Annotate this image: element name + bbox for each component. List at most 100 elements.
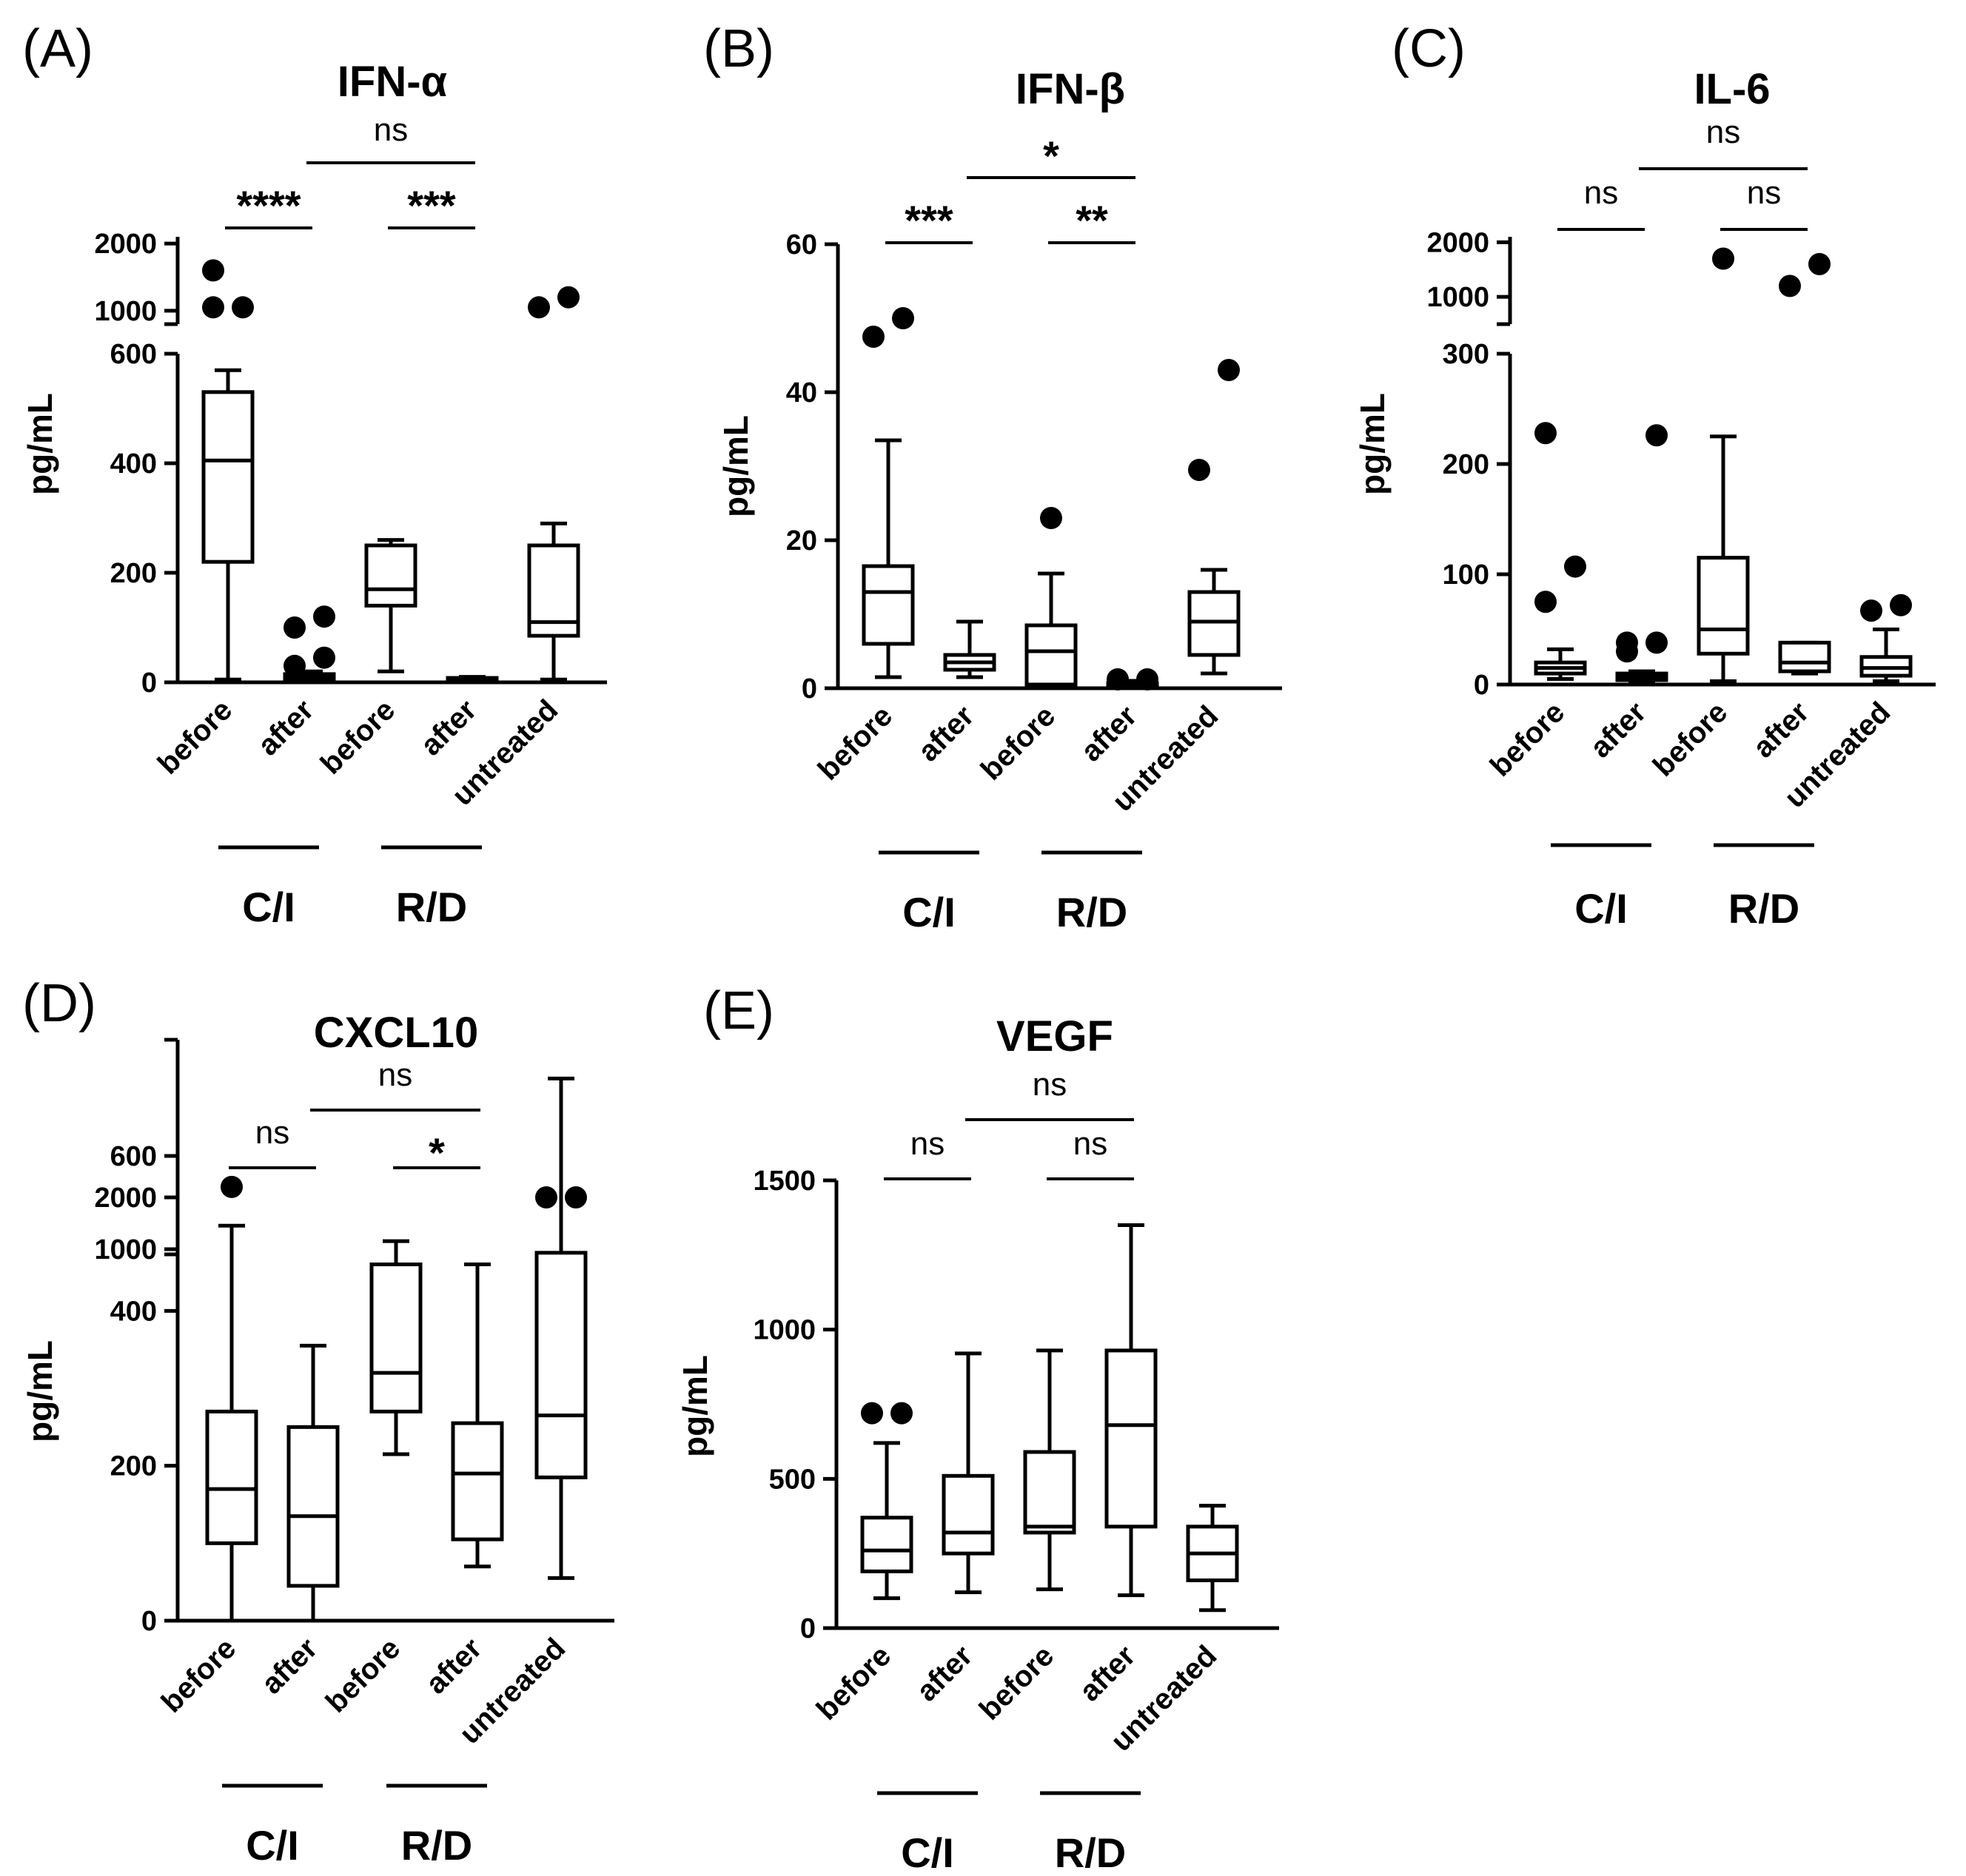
chart-title: IFN-β <box>1016 65 1125 113</box>
outlier-point <box>1534 422 1557 445</box>
group-label: R/D <box>396 884 467 930</box>
box-iqr <box>862 564 915 646</box>
significance-label: ** <box>1076 197 1108 243</box>
x-category-label: after <box>1075 699 1143 767</box>
significance-label: ns <box>1584 175 1618 211</box>
box-iqr <box>286 1425 340 1588</box>
outlier-point <box>1136 668 1158 690</box>
group-label: C/I <box>901 1829 954 1876</box>
y-axis-label: pg/mL <box>21 1340 59 1442</box>
box-iqr <box>1024 623 1078 687</box>
significance-label: *** <box>407 182 456 229</box>
y-tick-label: 1000 <box>753 1315 816 1346</box>
box-4 <box>1186 1504 1239 1613</box>
outlier-point <box>890 1402 913 1425</box>
box-0 <box>862 438 915 679</box>
box-0 <box>860 1441 913 1601</box>
box-0 <box>205 1223 258 1623</box>
significance-label: ns <box>378 1057 412 1093</box>
y-tick-label: 2000 <box>94 229 157 260</box>
y-tick-label: 200 <box>110 558 157 589</box>
significance-label: ns <box>255 1114 289 1151</box>
box-3 <box>451 1263 504 1569</box>
x-category-label: before <box>975 699 1062 787</box>
y-tick-label: 200 <box>1443 449 1489 480</box>
box-iqr <box>1023 1450 1076 1535</box>
outlier-point <box>1040 507 1062 529</box>
x-category-label: before <box>811 1639 898 1727</box>
y-tick-label: 1000 <box>1426 282 1489 313</box>
y-tick-label: 1000 <box>94 296 157 327</box>
box-3 <box>446 675 499 685</box>
significance-label: ns <box>1747 175 1781 211</box>
y-tick-label: 600 <box>110 1141 157 1172</box>
x-category-label: after <box>415 693 483 762</box>
chart-title: CXCL10 <box>314 1009 478 1057</box>
box-0 <box>201 368 255 682</box>
significance-label: *** <box>905 197 953 243</box>
chart-title: VEGF <box>996 1012 1113 1060</box>
y-tick-label: 0 <box>802 673 817 705</box>
significance-label: * <box>1043 132 1059 179</box>
outlier-point <box>284 616 306 639</box>
significance-label: **** <box>236 182 301 229</box>
outlier-point <box>202 296 224 319</box>
x-category-label: after <box>1584 696 1652 764</box>
box-iqr <box>1778 640 1831 673</box>
box-iqr <box>534 1251 588 1479</box>
outlier-point <box>202 259 224 282</box>
outlier-point <box>535 1186 557 1208</box>
box-iqr <box>451 1421 504 1542</box>
x-category-label: before <box>1647 696 1734 783</box>
box-1 <box>943 619 996 679</box>
group-label: C/I <box>246 1822 299 1869</box>
outlier-point <box>232 296 254 319</box>
y-tick-label: 0 <box>1474 670 1489 701</box>
outlier-point <box>1645 424 1668 447</box>
y-axis <box>164 1038 614 1623</box>
group-label: R/D <box>1728 885 1799 932</box>
x-category-label: before <box>320 1632 407 1719</box>
box-2 <box>364 538 417 673</box>
x-category-label: after <box>420 1632 488 1700</box>
outlier-point <box>862 326 885 348</box>
y-tick-label: 500 <box>769 1464 816 1495</box>
x-category-label: before <box>315 693 402 781</box>
box-iqr <box>1697 556 1750 656</box>
y-tick-label: 600 <box>110 339 157 370</box>
y-axis-label: pg/mL <box>21 393 59 495</box>
y-tick-label: 2000 <box>1426 227 1489 258</box>
x-category-label: before <box>155 1632 243 1719</box>
group-label: C/I <box>902 889 956 935</box>
box-iqr <box>1104 1348 1158 1529</box>
outlier-point <box>557 286 580 309</box>
box-4 <box>527 521 580 682</box>
group-label: C/I <box>242 884 295 930</box>
chart-title: IL-6 <box>1694 65 1770 113</box>
panel-letter: (D) <box>22 974 96 1033</box>
x-category-label: before <box>812 699 899 787</box>
y-tick-label: 1500 <box>753 1166 816 1197</box>
outlier-point <box>1860 599 1882 622</box>
x-category-label: after <box>252 693 320 762</box>
box-0 <box>1534 647 1587 682</box>
y-tick-label: 200 <box>110 1451 157 1482</box>
x-category-label: before <box>973 1639 1061 1727</box>
box-1 <box>286 1343 340 1623</box>
box-3 <box>1104 1223 1158 1598</box>
y-tick-label: 100 <box>1443 559 1489 591</box>
box-4 <box>1187 568 1241 676</box>
y-tick-label: 0 <box>141 668 157 699</box>
significance-label: ns <box>374 112 408 148</box>
group-label: R/D <box>1056 889 1127 935</box>
y-tick-label: 1000 <box>94 1234 157 1265</box>
box-iqr <box>201 390 255 564</box>
x-category-label: after <box>910 1639 979 1707</box>
box-1 <box>942 1351 995 1595</box>
box-3 <box>1778 640 1831 676</box>
significance-label: ns <box>1033 1066 1067 1103</box>
